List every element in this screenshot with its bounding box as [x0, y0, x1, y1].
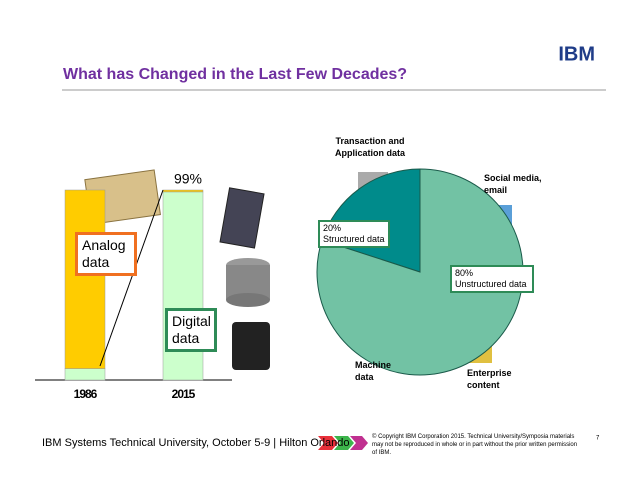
- chevron: [334, 436, 354, 450]
- value-label: 99%: [174, 171, 202, 187]
- page-number: 7: [596, 436, 600, 442]
- slice-label-text: Unstructured data: [455, 279, 527, 289]
- title: What has Changed in the Last Few Decades…: [63, 66, 407, 83]
- annotation: Transaction and Application data: [334, 136, 405, 158]
- connector: [99, 189, 164, 367]
- bar-segment: [64, 189, 106, 369]
- x-tick-label: 2015: [172, 387, 196, 401]
- slice-label-text: 80%: [455, 268, 474, 278]
- legend-label: Analog data: [75, 232, 137, 276]
- bar-segment: [64, 368, 106, 381]
- drive-image: [232, 322, 270, 370]
- chevron: [318, 436, 338, 450]
- pie-slice: [316, 168, 524, 376]
- slice-label: 80% Unstructured data: [450, 265, 534, 293]
- legend-label: Digital data: [165, 308, 217, 352]
- chip-image: [219, 187, 265, 249]
- footer-event: IBM Systems Technical University, Octobe…: [42, 437, 350, 449]
- annotation: Enterprise content: [467, 368, 512, 390]
- db-image: [226, 293, 270, 307]
- slice-label: 20% Structured data: [318, 220, 390, 248]
- copyright: © Copyright IBM Corporation 2015. Techni…: [372, 434, 578, 456]
- logo: IBM: [558, 43, 595, 65]
- annotation: Social media, email: [484, 173, 542, 195]
- x-tick-label: 1986: [74, 387, 98, 401]
- chevron: [350, 436, 368, 450]
- slice-label-text: Structured data: [323, 234, 385, 244]
- bar-segment: [162, 189, 204, 193]
- annotation: Machine data: [355, 360, 392, 382]
- slice-label-text: 20%: [323, 223, 342, 233]
